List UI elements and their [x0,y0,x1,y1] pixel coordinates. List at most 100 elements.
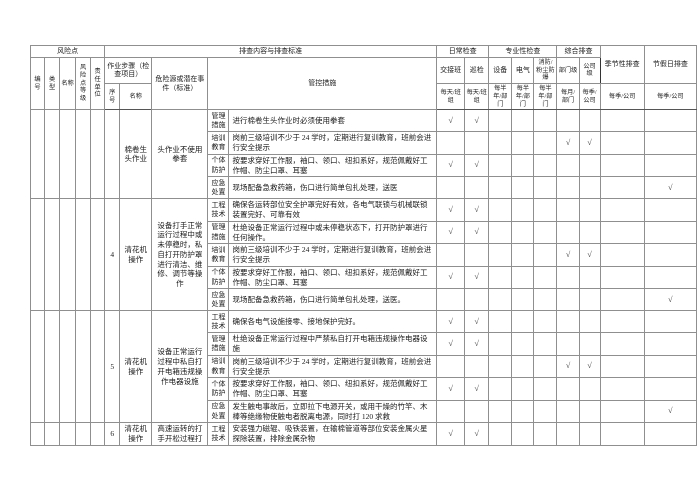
cell-risk-id [29,109,46,200]
cell-check-equipment [488,153,513,178]
measure-row: 管理措施 杜绝设备正常运行过程中或未停稳状态下，打开防护罩进行任何操作。 √ √ [31,220,698,245]
col-header-patrol: 巡检 [464,56,490,85]
freq-fire-dust: 每半年/部门 [533,82,558,111]
cell-check-patrol: √ [464,220,490,245]
measure-row: 管理措施 杜绝设备正常运行过程中严禁私自打开电箱违规操作电器设施 √ √ [31,332,698,356]
cell-check-company: √ [578,354,601,379]
cell-measure-category: 个体防护 [207,153,230,178]
cell-measure-category: 应急处置 [207,176,230,200]
cell-check-equipment [488,176,513,200]
cell-check-fire [533,377,558,401]
cell-risk-id [29,422,46,446]
cell-check-patrol: √ [464,265,490,290]
measure-row: 培训教育 岗前三级培训不少于 24 学时，定期进行复训教育，班前会进行安全提示 √ √ [31,131,698,155]
cell-check-electric [511,288,535,312]
cell-check-patrol [464,243,490,267]
cell-check-shift: √ [436,422,466,446]
measure-row: 个体防护 按要求穿好工作服，袖口、领口、纽扣系好，规范佩戴好工作帽、防尘口罩、耳塞… [31,153,698,178]
measure-row: 个体防护 按要求穿好工作服，袖口、领口、纽扣系好，规范佩戴好工作帽、防尘口罩、耳塞… [31,377,698,401]
cell-step-no [104,109,121,200]
measure-row: 应急处置 现场配备急救药箱，伤口进行简单包扎处理，送医。 √ [31,288,698,312]
cell-check-fire [533,399,558,424]
cell-check-equipment [488,354,513,379]
cell-check-electric [511,310,535,334]
cell-measure-text: 按要求穿好工作服，袖口、领口、纽扣系好，规范佩戴好工作帽、防尘口罩、耳塞 [228,377,438,401]
cell-check-electric [511,198,535,222]
cell-check-fire [533,422,558,446]
cell-measure-text: 岗前三级培训不少于 24 学时，定期进行复训教育，班前会进行安全提示 [228,131,438,155]
cell-measure-text: 确保各运转部位安全护罩完好有效，各电气联锁与机械联锁装置完好、可靠有效 [228,198,438,222]
cell-check-dept [556,153,580,178]
cell-check-company [578,288,601,312]
measure-row: 棉卷生头作业 头作业不使用拳套 管理措施 进行棉卷生头作业时必须使用拳套 √ √ [29,109,698,200]
freq-electric: 每半年/部门 [511,82,535,111]
measure-row: 培训教育 岗前三级培训不少于 24 学时，定期进行复训教育，班前会进行安全提示 √ √ [31,354,698,379]
cell-check-patrol [464,399,490,424]
cell-check-equipment [488,198,513,222]
cell-check-company: √ [578,131,601,155]
freq-seasonal: 每季/公司 [599,82,645,111]
cell-risk-name [59,310,77,424]
cell-check-seasonal [599,332,645,356]
cell-step-no: 4 [104,198,121,312]
cell-check-electric [511,422,535,446]
cell-check-fire [533,265,558,290]
cell-check-patrol [464,354,490,379]
cell-risk-type [44,198,61,312]
cell-check-equipment [488,288,513,312]
cell-check-holiday: √ [643,399,698,424]
col-header-type: 类型 [44,56,61,111]
cell-check-shift [436,288,466,312]
cell-risk-level [75,109,92,200]
cell-check-holiday [643,109,698,133]
cell-check-dept: √ [556,131,580,155]
cell-check-shift [436,354,466,379]
col-header-resp-unit: 责任单位 [90,56,106,111]
header-professional-check: 专业性检查 [488,45,558,58]
cell-check-company [578,153,601,178]
cell-check-patrol [464,131,490,155]
cell-check-holiday [643,220,698,245]
cell-risk-name [59,109,77,200]
cell-check-equipment [488,220,513,245]
cell-check-electric [511,176,535,200]
cell-check-company [578,265,601,290]
cell-check-patrol: √ [464,198,490,222]
cell-hazard: 设备正常运行过程中私自打开电箱违规操作电器设施 [151,310,209,424]
cell-check-electric [511,377,535,401]
cell-check-fire [533,243,558,267]
cell-check-holiday: √ [643,288,698,312]
cell-check-holiday [643,332,698,356]
cell-check-company [578,109,601,133]
cell-risk-level [75,422,92,446]
cell-check-seasonal [599,176,645,200]
cell-measure-category: 应急处置 [207,288,230,312]
risk-inspection-table: 风险点 排查内容与排查标准 日常检查 专业性检查 综合排查 季节性排查 节假日排… [29,45,698,446]
col-header-risk-level: 风险点等级 [75,56,92,111]
cell-check-company [578,220,601,245]
cell-check-seasonal [599,131,645,155]
cell-check-holiday [643,422,698,446]
cell-check-fire [533,153,558,178]
cell-check-dept: √ [556,354,580,379]
cell-check-holiday [643,354,698,379]
cell-risk-type [44,310,61,424]
cell-check-dept [556,399,580,424]
cell-measure-category: 应急处置 [207,399,230,424]
cell-check-holiday: √ [643,176,698,200]
freq-shift: 每天/班组 [436,82,466,111]
cell-risk-level [75,198,92,312]
table-body: 棉卷生头作业 头作业不使用拳套 管理措施 进行棉卷生头作业时必须使用拳套 √ √ 培训教育岗… [29,109,698,446]
cell-check-shift [436,243,466,267]
cell-risk-id [29,198,46,312]
cell-measure-text: 现场配备急救药箱，伤口进行简单包扎处理，送医 [228,176,438,200]
cell-check-shift: √ [436,153,466,178]
cell-resp-unit [90,422,106,446]
cell-check-seasonal [599,310,645,334]
col-header-electric: 电气 [511,56,535,85]
cell-resp-unit [90,109,106,200]
header-row-sections: 风险点 排查内容与排查标准 日常检查 专业性检查 综合排查 季节性排查 节假日排… [29,45,698,84]
cell-check-patrol: √ [464,377,490,401]
cell-step-no: 6 [104,422,121,446]
cell-check-patrol: √ [464,310,490,334]
